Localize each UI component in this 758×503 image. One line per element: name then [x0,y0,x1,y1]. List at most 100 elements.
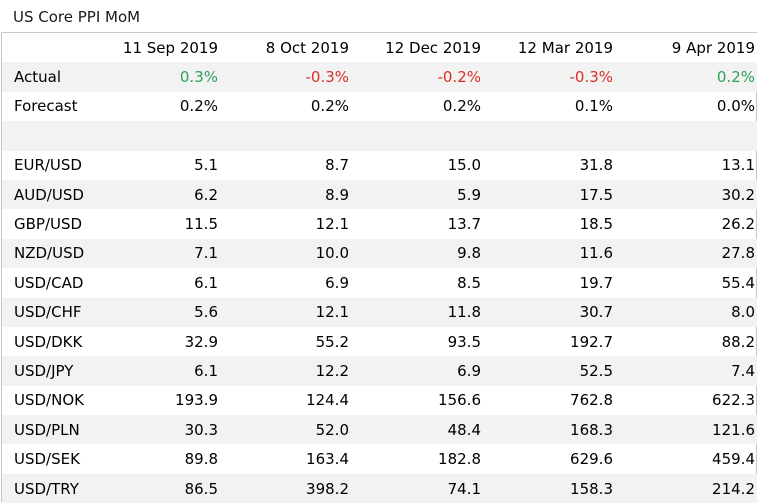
pair-value: 13.1 [721,156,755,175]
forecast-value: 0.2% [310,97,349,116]
pair-value: 7.1 [102,238,220,269]
pair-value: 6.2 [102,179,220,210]
column-header: 12 Mar 2019 [483,33,615,63]
pair-value: 7.4 [615,356,757,386]
pair-value: 6.1 [194,273,218,292]
table-row: NZD/USD 7.1 10.0 9.8 11.6 27.8 [2,238,757,269]
pair-label: USD/TRY [2,473,102,503]
forecast-row: Forecast 0.2% 0.2% 0.2% 0.1% 0.0% [2,92,757,121]
pair-label: USD/NOK [14,391,84,410]
actual-value: 0.3% [102,62,220,92]
pair-value: 13.7 [447,215,481,234]
column-header: 8 Oct 2019 [220,33,351,63]
forecast-value: 0.1% [574,97,613,116]
table-row: USD/TRY 86.5 398.2 74.1 158.3 214.2 [2,473,757,503]
table-row: AUD/USD 6.2 8.9 5.9 17.5 30.2 [2,179,757,210]
forecast-value: 0.0% [716,97,755,116]
pair-value: 124.4 [306,391,349,410]
pair-value: 5.9 [351,179,483,210]
table-row: USD/JPY 6.1 12.2 6.9 52.5 7.4 [2,356,757,386]
pair-label: NZD/USD [2,238,102,269]
header-corner [2,33,102,63]
pair-value: 12.1 [220,297,351,327]
pair-value: 26.2 [721,215,755,234]
pair-label: USD/DKK [14,332,83,351]
table-row: USD/DKK 32.9 55.2 93.5 192.7 88.2 [2,327,757,356]
pair-value: 32.9 [184,332,218,351]
pair-value: 52.5 [483,356,615,386]
pair-value: 52.0 [220,415,351,445]
forecast-value: 0.2% [442,97,481,116]
table-row: USD/NOK 193.9 124.4 156.6 762.8 622.3 [2,386,757,415]
pair-value: 158.3 [483,473,615,503]
pair-value: 31.8 [579,156,613,175]
table-row: USD/PLN 30.3 52.0 48.4 168.3 121.6 [2,415,757,445]
pair-value: 15.0 [447,156,481,175]
table-row: USD/SEK 89.8 163.4 182.8 629.6 459.4 [2,444,757,473]
pair-value: 622.3 [712,391,755,410]
pair-value: 5.1 [194,156,218,175]
table-row: GBP/USD 11.5 12.1 13.7 18.5 26.2 [2,209,757,238]
table-row: USD/CAD 6.1 6.9 8.5 19.7 55.4 [2,268,757,297]
pair-value: 8.0 [615,297,757,327]
pair-value: 459.4 [712,450,755,469]
pair-value: 182.8 [438,450,481,469]
actual-value: 0.2% [615,62,757,92]
column-header: 12 Dec 2019 [351,33,483,63]
pair-value: 156.6 [438,391,481,410]
pair-value: 193.9 [175,391,218,410]
pair-value: 18.5 [579,215,613,234]
row-label: Forecast [14,97,78,116]
actual-value: -0.3% [220,62,351,92]
pair-value: 762.8 [570,391,613,410]
pair-value: 11.8 [351,297,483,327]
pair-value: 88.2 [721,332,755,351]
actual-value: -0.2% [351,62,483,92]
pair-value: 8.7 [325,156,349,175]
pair-value: 6.1 [102,356,220,386]
pair-value: 6.9 [351,356,483,386]
pair-value: 11.5 [184,215,218,234]
pair-value: 30.3 [102,415,220,445]
pair-value: 12.2 [220,356,351,386]
row-label: Actual [2,62,102,92]
pair-value: 74.1 [351,473,483,503]
pair-value: 163.4 [306,450,349,469]
pair-value: 55.2 [315,332,349,351]
pair-value: 89.8 [184,450,218,469]
pair-value: 93.5 [447,332,481,351]
spacer-row [2,121,757,151]
pair-value: 17.5 [483,179,615,210]
actual-row: Actual 0.3% -0.3% -0.2% -0.3% 0.2% [2,62,757,92]
pair-value: 19.7 [579,273,613,292]
pair-label: AUD/USD [2,179,102,210]
pair-value: 11.6 [483,238,615,269]
column-header: 11 Sep 2019 [102,33,220,63]
pair-value: 86.5 [102,473,220,503]
data-table-frame: 11 Sep 2019 8 Oct 2019 12 Dec 2019 12 Ma… [1,32,757,503]
table-row: USD/CHF 5.6 12.1 11.8 30.7 8.0 [2,297,757,327]
pair-label: USD/PLN [2,415,102,445]
pair-label: USD/JPY [2,356,102,386]
pair-value: 10.0 [220,238,351,269]
pair-value: 192.7 [570,332,613,351]
pair-value: 30.2 [615,179,757,210]
pair-value: 8.9 [220,179,351,210]
pair-value: 121.6 [615,415,757,445]
pair-label: EUR/USD [14,156,82,175]
column-header: 9 Apr 2019 [615,33,757,63]
pair-label: USD/CHF [2,297,102,327]
pair-label: GBP/USD [14,215,83,234]
pair-value: 48.4 [351,415,483,445]
pair-label: USD/SEK [14,450,80,469]
pair-label: USD/CAD [14,273,84,292]
pair-value: 12.1 [315,215,349,234]
pair-value: 629.6 [570,450,613,469]
pair-value: 8.5 [457,273,481,292]
page-title: US Core PPI MoM [13,8,141,26]
pair-value: 6.9 [325,273,349,292]
pair-value: 214.2 [615,473,757,503]
table-row: EUR/USD 5.1 8.7 15.0 31.8 13.1 [2,151,757,180]
forecast-value: 0.2% [179,97,218,116]
pair-value: 27.8 [615,238,757,269]
